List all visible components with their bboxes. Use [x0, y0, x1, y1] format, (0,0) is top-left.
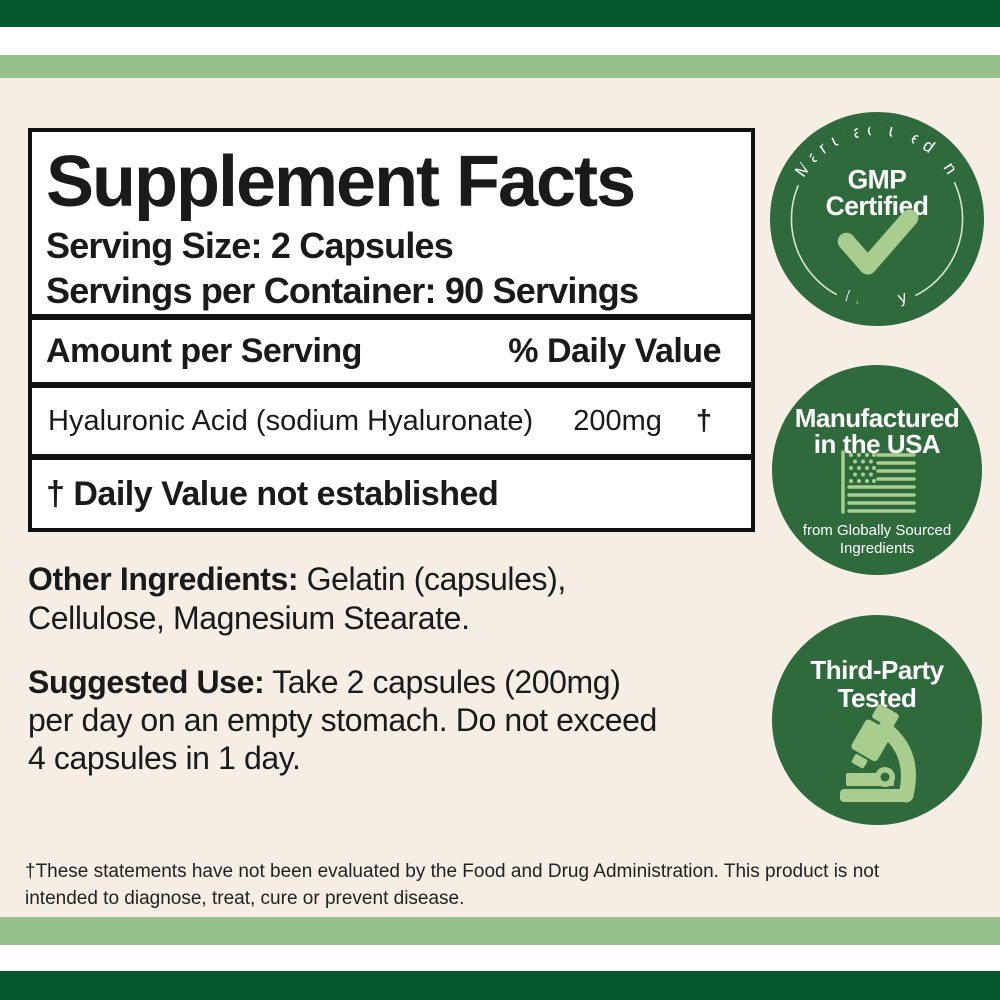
top-white-bar [0, 27, 1000, 55]
disclaimer-line1: †These statements have not been evaluate… [25, 861, 880, 882]
panel-title: Supplement Facts [46, 142, 636, 222]
daily-value-footnote: † Daily Value not established [32, 454, 751, 528]
gmp-certified-badge: Manufactured in Facility GMP Certified [770, 112, 984, 326]
badge-circle [770, 112, 984, 326]
ingredient-daily-value: † [695, 404, 712, 437]
bottom-dark-green-bar [0, 971, 1000, 1000]
usa-title-line1: Manufactured [795, 403, 959, 433]
daily-value-header: % Daily Value [508, 331, 721, 370]
other-ingredients-paragraph: Other Ingredients: Gelatin (capsules), C… [28, 560, 566, 638]
top-dark-green-bar [0, 0, 1000, 27]
supplement-facts-header: Supplement Facts Serving Size: 2 Capsule… [32, 132, 751, 314]
servings-per-container: Servings per Container: 90 Servings [46, 270, 639, 311]
suggested-use-label: Suggested Use: [28, 664, 265, 700]
suggested-use-line2: per day on an empty stomach. Do not exce… [28, 702, 657, 738]
disclaimer-line2: intended to diagnose, treat, cure or pre… [25, 888, 465, 909]
other-ingredients-label: Other Ingredients: [28, 561, 299, 597]
badge-ring [790, 132, 964, 306]
ingredient-amount: 200mg [573, 404, 662, 437]
column-header-row: Amount per Serving % Daily Value [32, 314, 751, 382]
top-light-green-bar [0, 55, 1000, 78]
suggested-use-line1: Take 2 capsules (200mg) [264, 664, 621, 700]
fda-disclaimer: †These statements have not been evaluate… [25, 858, 879, 912]
suggested-use-line3: 4 capsules in 1 day. [28, 740, 301, 776]
ingredient-row: Hyaluronic Acid (sodium Hyaluronate) 200… [32, 382, 751, 454]
ingredient-name: Hyaluronic Acid (sodium Hyaluronate) [48, 404, 534, 437]
suggested-use-paragraph: Suggested Use: Take 2 capsules (200mg) p… [28, 663, 657, 777]
checkmark-icon [837, 209, 919, 275]
other-ingredients-line2: Cellulose, Magnesium Stearate. [28, 600, 470, 636]
usa-sub-line2: Ingredients [840, 540, 914, 557]
tested-title-line1: Third-Party [810, 655, 944, 685]
amount-per-serving-header: Amount per Serving [46, 331, 362, 370]
flag-stars [849, 453, 876, 483]
made-in-usa-badge: Manufactured in the USA [772, 365, 982, 575]
gmp-title: GMP [848, 164, 907, 194]
serving-size: Serving Size: 2 Capsules [46, 225, 454, 266]
microscope-icon [840, 704, 916, 803]
usa-sub-line1: from Globally Sourced [803, 522, 951, 539]
other-ingredients-line1: Gelatin (capsules), [298, 561, 567, 597]
third-party-tested-badge: Third-Party Tested [772, 615, 982, 825]
bottom-white-bar [0, 945, 1000, 971]
supplement-facts-panel: Supplement Facts Serving Size: 2 Capsule… [28, 128, 755, 532]
bottom-light-green-bar [0, 917, 1000, 945]
usa-flag-icon [841, 450, 916, 514]
